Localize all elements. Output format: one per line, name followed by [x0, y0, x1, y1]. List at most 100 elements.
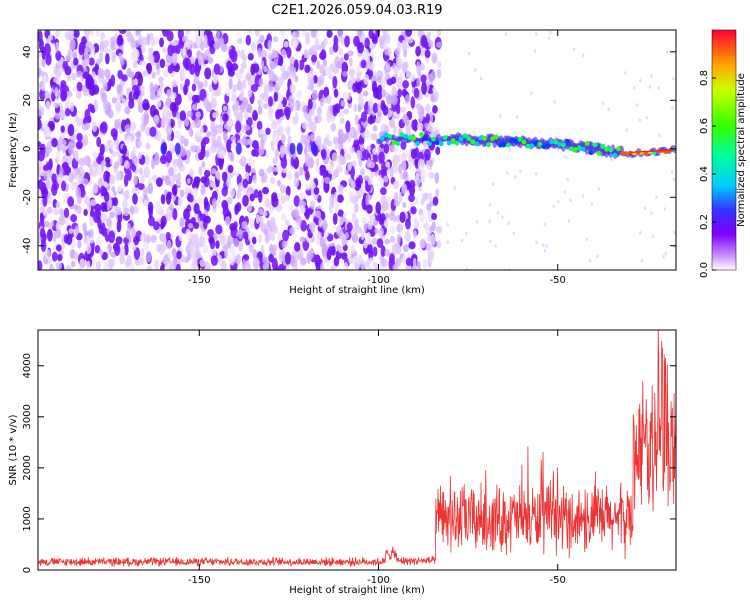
spectrogram-noise-blob: [325, 95, 332, 104]
spectrogram-noise-blob: [137, 140, 143, 148]
spectrogram-noise-blob: [430, 70, 436, 80]
spectrogram-noise-blob: [60, 180, 67, 192]
spectrogram-noise-blob: [143, 166, 151, 178]
spectrogram-noise-blob: [307, 98, 313, 110]
spectrogram-noise-blob: [416, 122, 424, 131]
spectrogram-signal-core: [533, 140, 539, 146]
spectrogram-noise-blob: [396, 223, 403, 233]
spectrogram-noise-blob: [82, 222, 87, 233]
spectrogram-noise-blob: [177, 196, 183, 207]
spectrogram-noise-blob: [295, 30, 300, 39]
spectrogram-y-tick-label: -40: [22, 238, 33, 254]
spectrogram-noise-blob: [289, 226, 296, 235]
spectrogram-noise-blob: [401, 160, 407, 171]
colorbar-tick-label: 0.8: [699, 70, 710, 86]
spectrogram-noise-blob: [70, 214, 78, 223]
spectrogram-signal-core: [521, 139, 527, 145]
spectrogram-noise-blob: [328, 202, 333, 213]
spectrogram-noise-blob: [402, 171, 408, 180]
spectrogram-noise-blob: [385, 212, 390, 219]
spectrogram-noise-blob: [395, 155, 401, 163]
spectrogram-noise-blob: [100, 185, 106, 197]
spectrogram-noise-blob: [271, 120, 278, 130]
spectrogram-noise-blob: [253, 257, 260, 268]
spectrogram-noise-blob: [231, 252, 237, 260]
spectrogram-noise-blob: [143, 200, 149, 207]
spectrogram-noise-blob: [648, 85, 652, 89]
spectrogram-noise-blob: [415, 46, 421, 57]
spectrogram-noise-blob: [426, 234, 432, 242]
spectrogram-noise-blob: [85, 259, 91, 270]
spectrogram-noise-blob: [309, 247, 315, 259]
spectrogram-signal-core: [446, 140, 452, 146]
spectrogram-noise-blob: [204, 260, 210, 270]
spectrogram-noise-blob: [310, 200, 316, 210]
spectrogram-noise-blob: [159, 58, 166, 69]
spectrogram-noise-blob: [368, 257, 375, 264]
spectrogram-noise-blob: [356, 150, 363, 161]
spectrogram-noise-blob: [82, 62, 87, 70]
spectrogram-noise-blob: [260, 49, 267, 61]
spectrogram-noise-blob: [401, 88, 408, 97]
spectrogram-noise-blob: [241, 61, 247, 70]
spectrogram-noise-blob: [638, 230, 642, 235]
spectrogram-noise-blob: [109, 141, 116, 150]
spectrogram-signal-core: [474, 141, 480, 147]
spectrogram-noise-blob: [257, 208, 264, 216]
spectrogram-noise-blob: [424, 148, 431, 161]
spectrogram-noise-blob: [238, 228, 243, 240]
spectrogram-noise-blob: [404, 230, 411, 242]
spectrogram-noise-blob: [304, 152, 311, 164]
spectrogram-noise-blob: [237, 50, 241, 57]
spectrogram-noise-blob: [403, 244, 410, 253]
spectrogram-noise-blob: [230, 49, 238, 63]
spectrogram-noise-blob: [155, 63, 160, 70]
spectrogram-noise-blob: [270, 144, 275, 152]
spectrogram-noise-blob: [116, 35, 124, 47]
spectrogram-noise-blob: [182, 45, 187, 57]
spectrogram-noise-blob: [355, 75, 361, 83]
spectrogram-noise-blob: [372, 102, 379, 114]
spectrogram-noise-blob: [210, 90, 215, 98]
spectrogram-noise-blob: [198, 166, 203, 176]
spectrogram-noise-blob: [132, 186, 136, 196]
spectrogram-noise-blob: [432, 86, 437, 93]
spectrogram-noise-blob: [169, 204, 174, 211]
spectrogram-noise-blob: [203, 97, 209, 109]
spectrogram-noise-blob: [263, 84, 269, 96]
spectrogram-noise-blob: [396, 54, 401, 66]
spectrogram-noise-blob: [386, 94, 393, 105]
spectrogram-noise-blob: [673, 230, 676, 235]
spectrogram-noise-blob: [302, 135, 307, 143]
spectrogram-noise-blob: [62, 192, 70, 200]
spectrogram-y-tick-label: 40: [22, 45, 33, 58]
spectrogram-noise-blob: [210, 97, 217, 109]
spectrogram-noise-blob: [191, 104, 197, 111]
spectrogram-noise-blob: [54, 230, 61, 239]
snr-x-tick-label: -50: [550, 575, 566, 586]
spectrogram-noise-blob: [119, 79, 125, 87]
spectrogram-noise-blob: [534, 32, 538, 36]
spectrogram-noise-blob: [294, 221, 300, 231]
spectrogram-noise-blob: [320, 49, 327, 59]
spectrogram-noise-blob: [55, 261, 62, 270]
spectrogram-noise-blob: [223, 243, 228, 251]
spectrogram-noise-blob: [54, 112, 61, 120]
spectrogram-noise-blob: [377, 230, 383, 237]
spectrogram-noise-blob: [428, 159, 434, 167]
spectrogram-noise-blob: [135, 30, 141, 36]
spectrogram-noise-blob: [342, 212, 347, 223]
spectrogram-noise-blob: [176, 172, 182, 182]
spectrogram-noise-blob: [67, 123, 75, 137]
spectrogram-noise-blob: [390, 210, 395, 217]
spectrogram-noise-blob: [337, 154, 344, 166]
spectrogram-noise-blob: [294, 112, 299, 124]
spectrogram-noise-blob: [83, 155, 90, 166]
spectrogram-noise-blob: [275, 164, 282, 173]
spectrogram-noise-blob: [140, 90, 145, 97]
snr-x-label: Height of straight line (km): [289, 585, 425, 596]
spectrogram-noise-blob: [285, 219, 291, 228]
spectrogram-noise-blob: [226, 196, 233, 205]
spectrogram-noise-blob: [305, 170, 310, 181]
